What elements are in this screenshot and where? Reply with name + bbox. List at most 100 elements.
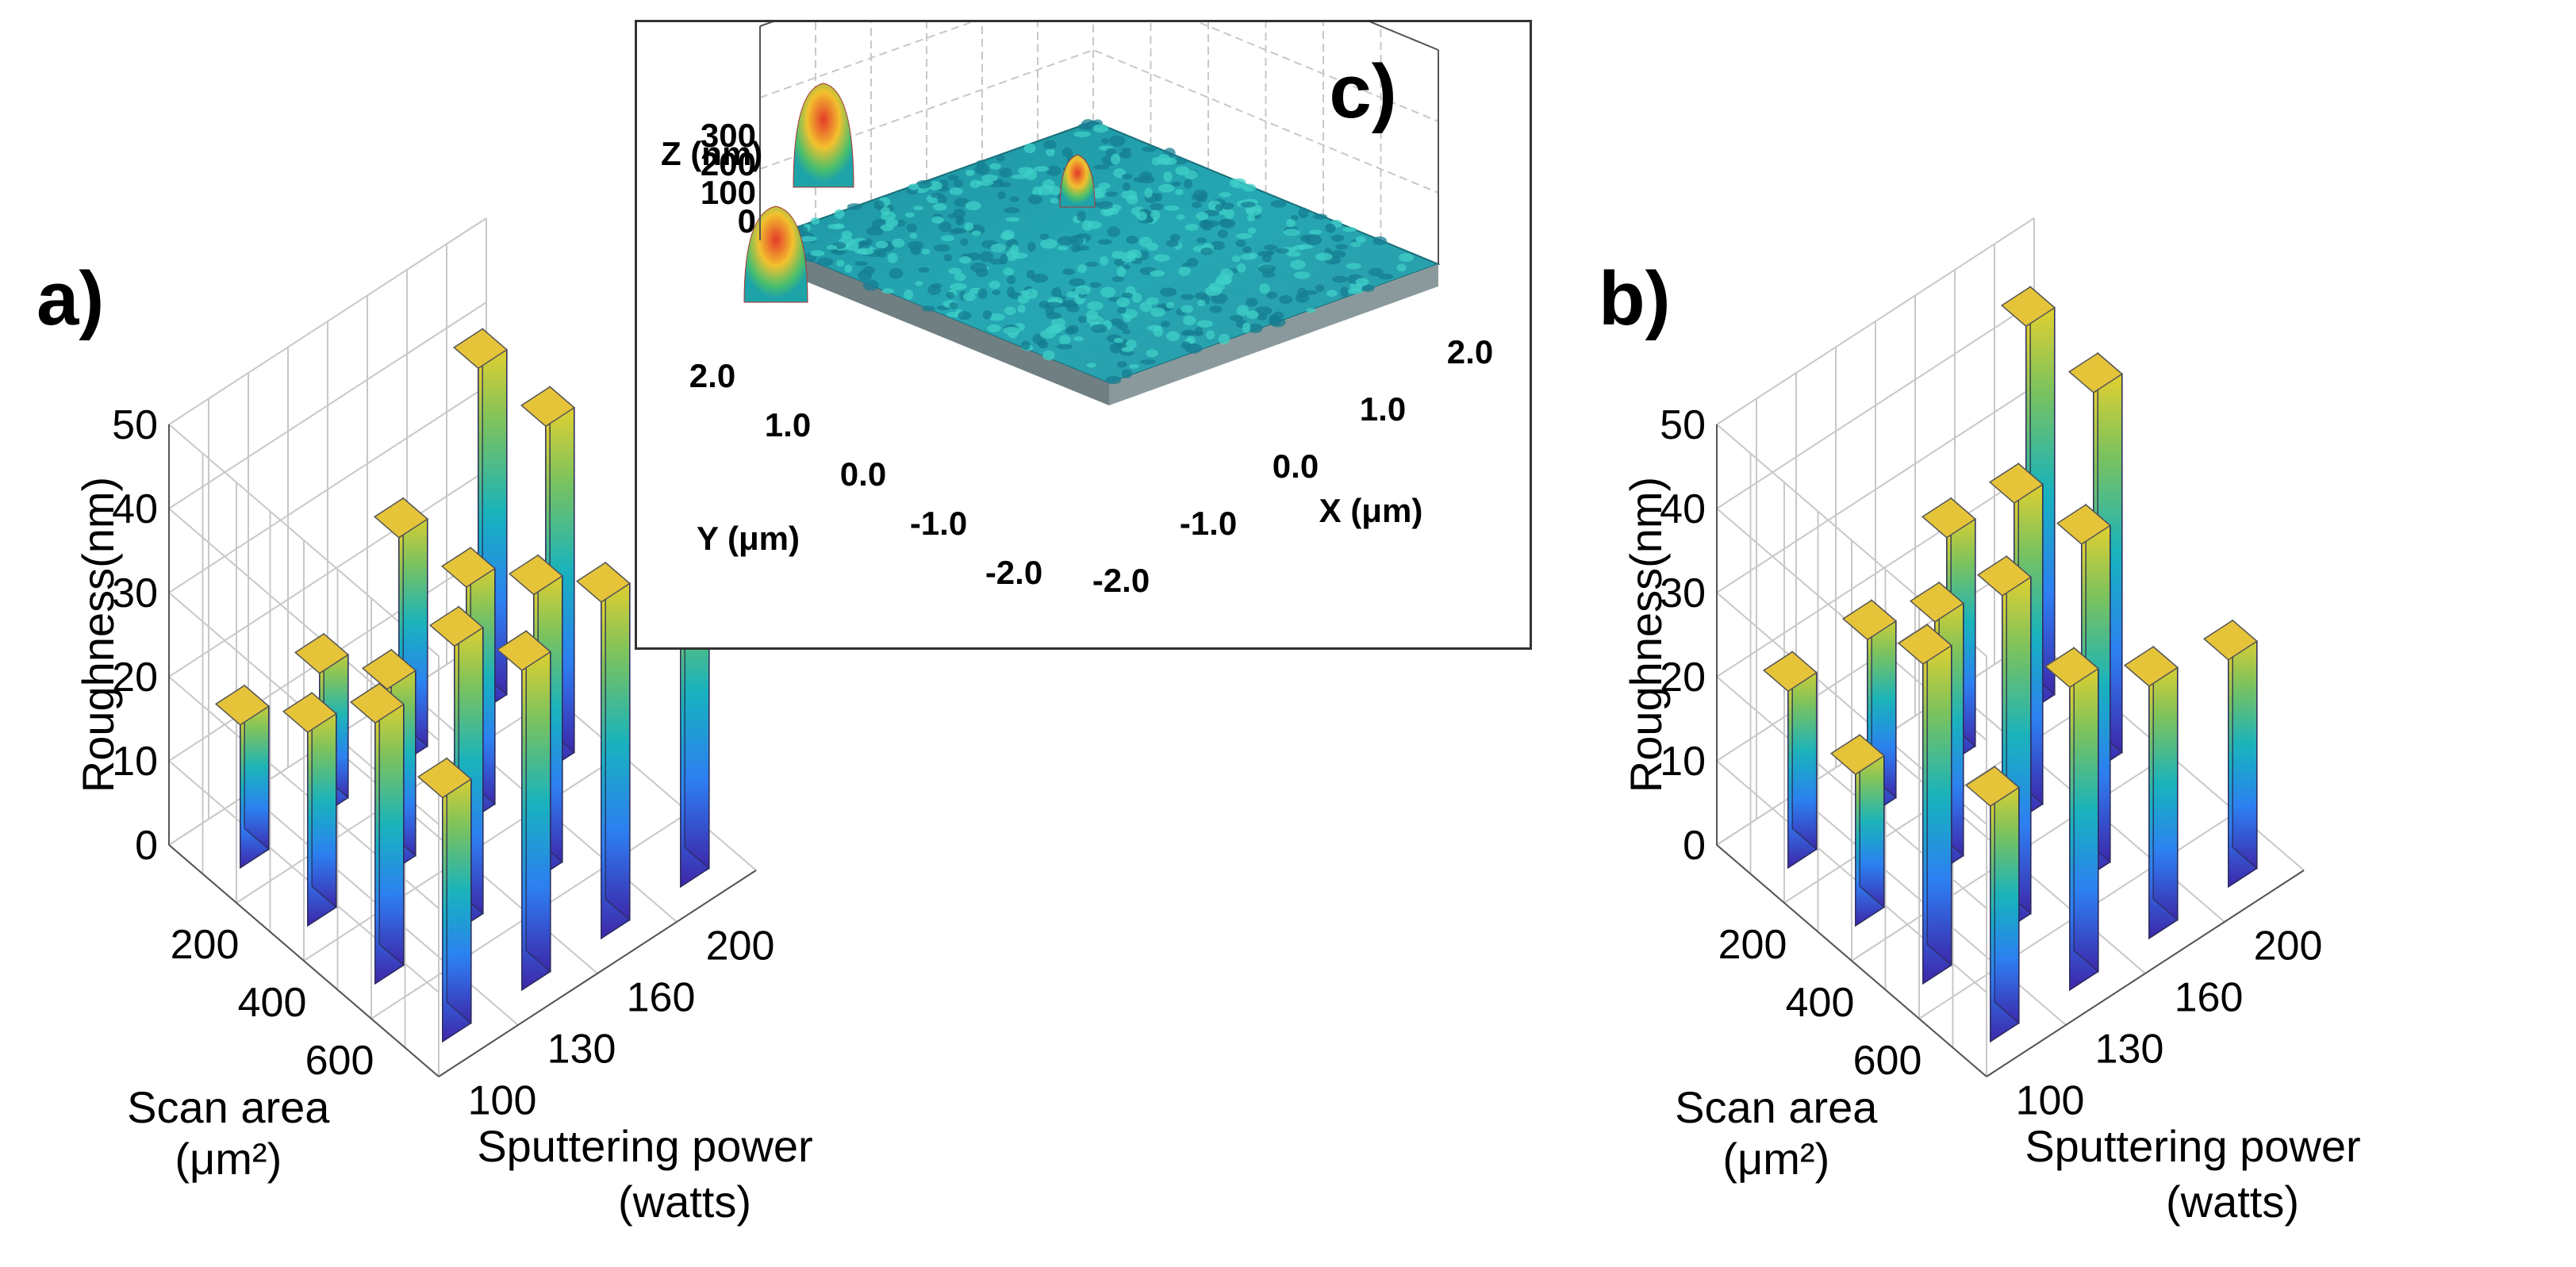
surface-grain: [1092, 124, 1109, 133]
surface-grain: [1184, 343, 1203, 354]
surface-grain: [1217, 229, 1228, 238]
surface-grain: [1182, 315, 1196, 326]
surface-grain: [1062, 268, 1076, 275]
surface-grain: [1121, 256, 1136, 263]
surface-grain: [953, 209, 966, 219]
surface-grain: [1050, 198, 1059, 204]
roughness-bar-top: [428, 605, 485, 647]
surface-grain: [974, 163, 990, 175]
surface-grain: [965, 169, 975, 176]
power-axis-title: Sputtering power: [2025, 1121, 2360, 1171]
surface-grain: [943, 253, 953, 262]
roughness-bar-top: [417, 757, 473, 799]
surface-grain: [1077, 123, 1092, 130]
surface-grain: [1069, 234, 1085, 246]
scan-area-axis-line: [168, 844, 440, 1077]
surface-grain: [1129, 363, 1139, 369]
surface-grain: [1139, 301, 1153, 313]
surface-grain: [1298, 207, 1309, 219]
surface-grain: [1362, 284, 1375, 293]
surface-grain: [810, 250, 825, 257]
z-tick-label: 100: [701, 174, 756, 211]
panel-a-label: a): [36, 256, 105, 341]
surface-grain: [873, 200, 885, 210]
surface-grain: [1105, 148, 1117, 156]
surface-grain: [1116, 267, 1127, 278]
surface-grain: [835, 259, 845, 267]
surface-grain: [841, 230, 853, 239]
surface-grain: [1122, 292, 1134, 298]
surface-grain: [948, 267, 962, 275]
surface-grain: [834, 223, 844, 229]
surface-grain: [1294, 271, 1311, 279]
surface-grain: [1161, 321, 1170, 328]
surface-grain: [1040, 329, 1056, 340]
surface-grain: [975, 267, 989, 278]
surface-grain: [1377, 273, 1394, 280]
surface-grain: [1100, 286, 1116, 298]
power-tick-label: 100: [468, 1078, 537, 1124]
roughness-bar-top: [1841, 599, 1898, 641]
surface-grain: [1154, 193, 1163, 202]
surface-grain: [960, 238, 969, 246]
roughness-bar-top: [2123, 646, 2179, 687]
surface-grain: [1160, 287, 1177, 298]
surface-grain: [904, 289, 914, 301]
power-axis-unit: (watts): [618, 1177, 751, 1227]
roughness-bar-top: [214, 685, 271, 726]
surface-grain: [862, 279, 879, 291]
surface-grain: [1117, 306, 1127, 314]
surface-grain: [844, 264, 853, 273]
surface-grain: [1011, 174, 1027, 179]
surface-grain: [1331, 275, 1348, 283]
surface-grain: [1219, 268, 1234, 279]
panel-b-label: b): [1599, 256, 1671, 341]
surface-grain: [1040, 239, 1058, 249]
surface-grain: [1122, 328, 1131, 335]
surface-grain: [949, 228, 963, 235]
surface-grain: [892, 238, 905, 248]
scan-area-tick-label: 600: [1853, 1038, 1922, 1084]
surface-grain: [1235, 239, 1246, 248]
surface-grain: [1176, 214, 1185, 221]
surface-grain: [950, 282, 967, 290]
grid-line: [759, 22, 1439, 51]
surface-grain: [846, 240, 859, 251]
surface-grain: [1002, 326, 1020, 335]
surface-grain: [1150, 209, 1161, 221]
roughness-bar-side: [1926, 623, 1952, 967]
surface-grain: [1085, 261, 1099, 267]
surface-grain: [889, 267, 904, 279]
surface-grain: [1191, 202, 1203, 209]
surface-grain: [969, 179, 981, 189]
z-tick-label: 200: [701, 145, 756, 182]
surface-grain: [997, 191, 1006, 200]
surface-grain: [1326, 290, 1338, 298]
surface-grain: [1286, 219, 1296, 228]
surface-grain: [1261, 271, 1275, 278]
surface-grain: [1077, 264, 1087, 274]
surface-grain: [941, 235, 954, 242]
surface-grain: [1042, 179, 1055, 190]
surface-grain: [1073, 131, 1092, 138]
surface-grain: [907, 240, 924, 250]
surface-grain: [1200, 247, 1214, 255]
surface-grain: [1171, 181, 1182, 186]
surface-grain: [1097, 239, 1112, 245]
roughness-bar-top: [1976, 555, 2033, 597]
surface-grain: [1342, 227, 1357, 232]
surface-grain: [1286, 251, 1301, 257]
surface-grain: [910, 246, 922, 255]
surface-grain: [1017, 167, 1035, 175]
roughness-bar-side: [1994, 765, 2020, 1025]
surface-grain: [1138, 176, 1155, 184]
surface-grain: [996, 155, 1005, 162]
surface-grain: [1057, 245, 1069, 251]
surface-grain: [1270, 317, 1286, 328]
surface-grain: [1146, 349, 1158, 358]
surface-grain: [982, 310, 992, 320]
power-tick-label: 200: [706, 923, 775, 969]
surface-grain: [949, 187, 963, 195]
surface-grain: [1184, 170, 1198, 179]
